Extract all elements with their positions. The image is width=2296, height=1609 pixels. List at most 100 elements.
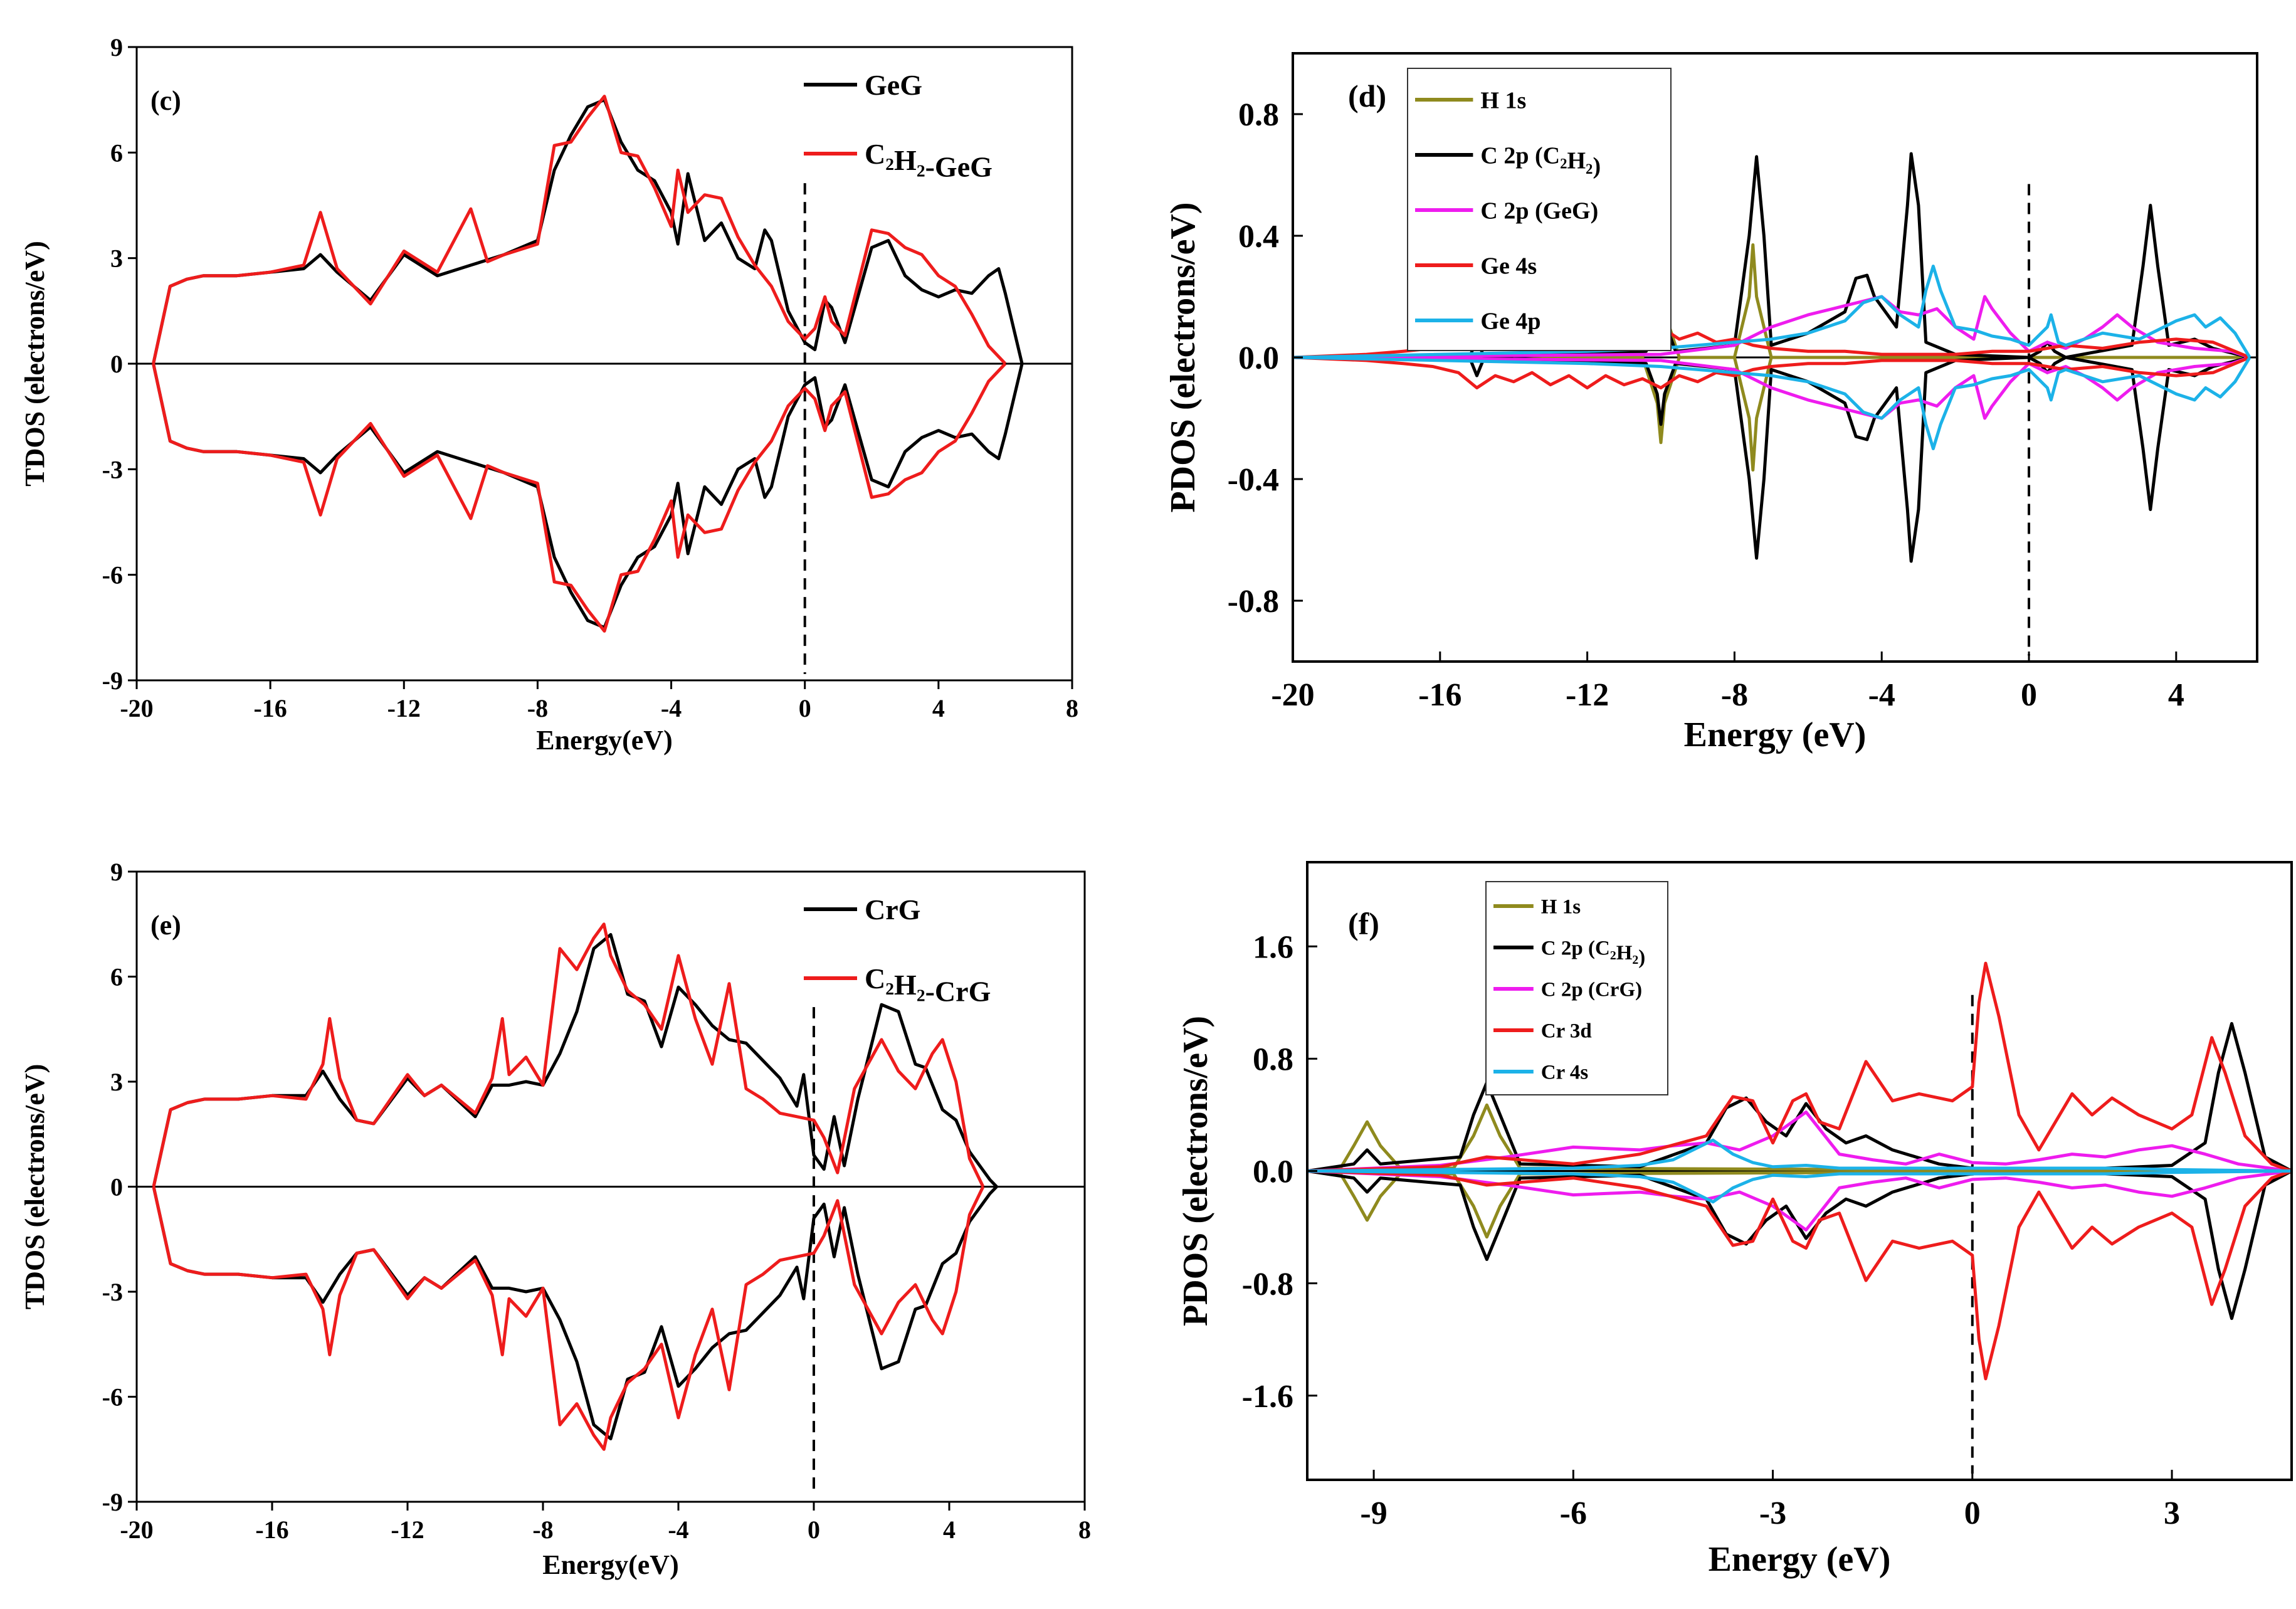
series-c-2p-geg--spin-up [1293, 295, 2251, 359]
panel-d: -20 -16 -12 -8 -4 0 4 -0.8 -0.4 0.0 0.4 0.8 Energy (… [1164, 52, 2258, 754]
x-tick-label: -20 [120, 694, 153, 722]
series-cr-3d-spin-up [1307, 961, 2292, 1173]
series-c-2p-geg--spin-down [1293, 356, 2251, 420]
series-group [1307, 961, 2292, 1381]
x-tick-label: -9 [1360, 1496, 1387, 1531]
x-tick-label: 0 [2021, 677, 2037, 713]
legend-entry-label: GeG [865, 69, 922, 101]
y-tick-label: 0 [110, 1173, 123, 1201]
legend: H 1s C 2p (C2H2) C 2p (GeG) Ge 4s Ge 4p [1407, 68, 1672, 351]
panel-label: (e) [150, 910, 181, 941]
y-tick-label: 0.8 [1238, 97, 1279, 133]
y-tick-label: -3 [102, 455, 123, 483]
y-tick-label: 6 [110, 963, 123, 991]
y-tick-label: 9 [110, 33, 123, 61]
y-tick-label: 0 [110, 350, 123, 378]
y-axis-label: TDOS (electrons/eV) [19, 1064, 50, 1309]
series-c-h-crg-spin-down [152, 1186, 985, 1451]
x-tick-label: 0 [808, 1516, 820, 1544]
panel-label: (d) [1348, 78, 1386, 113]
x-tick-label: 8 [1078, 1516, 1091, 1544]
x-tick-label: -12 [1566, 677, 1609, 713]
x-tick-label: -16 [253, 694, 287, 722]
legend-entry-label: Ge 4p [1480, 308, 1540, 334]
legend-entry-label: Cr 4s [1541, 1062, 1589, 1084]
y-tick-label: 1.6 [1253, 930, 1293, 966]
y-axis-label: TDOS (electrons/eV) [19, 241, 50, 486]
series-crg-spin-down [152, 1185, 998, 1440]
legend-entry-label: H 1s [1541, 896, 1581, 919]
y-tick-label: 0.0 [1253, 1154, 1293, 1190]
x-tick-label: -12 [387, 694, 421, 722]
series-c-h-geg-spin-up [152, 95, 1007, 365]
panel-f: -9 -6 -3 0 3 -1.6 -0.8 0.0 0.8 1.6 Energy (eV) PDOS… [1176, 861, 2293, 1579]
series-ge-4s-spin-down [1293, 356, 2251, 389]
legend-entry-label: Cr 3d [1541, 1020, 1592, 1043]
y-tick-label: -0.8 [1242, 1267, 1293, 1302]
y-tick-label: 0.4 [1238, 219, 1279, 255]
series-group [1293, 152, 2251, 563]
x-tick-label: 4 [932, 694, 945, 722]
legend-entry-label: C2H2-GeG [865, 138, 993, 182]
panel-c: -20 -16 -12 -8 -4 0 4 8 -9 -6 -3 0 3 6 9 Energy(eV) TDOS… [19, 33, 1078, 756]
x-tick-label: -20 [120, 1516, 153, 1544]
series-ge-4p-spin-up [1293, 265, 2251, 359]
x-tick-label: -6 [1560, 1496, 1587, 1531]
x-tick-label: -4 [668, 1516, 688, 1544]
y-tick-label: -6 [102, 561, 123, 589]
legend: H 1s C 2p (C2H2) C 2p (CrG) Cr 3d Cr 4s [1485, 881, 1668, 1095]
x-axis-label: Energy (eV) [1709, 1540, 1891, 1579]
x-tick-label: -4 [661, 694, 682, 722]
x-tick-label: -3 [1759, 1496, 1786, 1531]
series-group [152, 95, 1024, 633]
series-c-2p-c-h--spin-down [1293, 356, 2250, 563]
series-cr-3d-spin-down [1307, 1169, 2292, 1381]
legend-entry-label: C 2p (C2H2) [1541, 937, 1645, 969]
x-tick-label: -16 [255, 1516, 288, 1544]
series-ge-4p-spin-down [1293, 356, 2251, 450]
x-tick-label: -20 [1271, 677, 1314, 713]
x-tick-label: 8 [1066, 694, 1078, 722]
x-axis-label: Energy(eV) [542, 1549, 679, 1580]
x-tick-label: -8 [527, 694, 548, 722]
series-cr-4s-spin-down [1307, 1169, 2292, 1204]
x-tick-label: 3 [2164, 1496, 2180, 1531]
x-tick-label: 4 [2168, 677, 2184, 713]
x-tick-label: -12 [391, 1516, 424, 1544]
y-tick-label: -1.6 [1242, 1379, 1293, 1415]
x-tick-label: -16 [1418, 677, 1461, 713]
legend-entry-label: H 1s [1480, 87, 1526, 113]
y-tick-label: 6 [110, 139, 123, 167]
series-c-h-geg-spin-down [152, 362, 1007, 633]
x-tick-label: 0 [1964, 1496, 1981, 1531]
y-axis-label: PDOS (electrons/eV) [1164, 202, 1203, 512]
y-tick-label: -0.8 [1228, 584, 1279, 620]
legend-entry-label: C 2p (GeG) [1480, 198, 1598, 224]
panel-e: -20 -16 -12 -8 -4 0 4 8 -9 -6 -3 0 3 6 9 Energy(eV) TDOS… [19, 858, 1091, 1580]
series-c-2p-c-h--spin-down [1307, 1169, 2292, 1321]
y-tick-label: -3 [102, 1278, 123, 1306]
x-tick-label: -8 [1721, 677, 1748, 713]
legend-entry-label: Ge 4s [1480, 253, 1537, 279]
legend-entry-label: C2H2-CrG [865, 963, 991, 1007]
series-c-h-crg-spin-up [152, 922, 985, 1188]
series-crg-spin-up [152, 933, 998, 1188]
y-tick-label: 0.8 [1253, 1042, 1293, 1078]
y-tick-label: -9 [102, 667, 123, 695]
legend-entry-label: C 2p (CrG) [1541, 979, 1642, 1001]
series-geg-spin-up [152, 98, 1024, 364]
legend-entry-label: CrG [865, 894, 920, 926]
x-tick-label: 0 [799, 694, 811, 722]
panel-label: (c) [150, 85, 181, 116]
series-c-2p-crg--spin-down [1307, 1169, 2292, 1232]
legend: CrG C2H2-CrG [804, 894, 991, 1007]
x-tick-label: -8 [532, 1516, 553, 1544]
x-tick-label: 4 [943, 1516, 956, 1544]
y-tick-label: 0.0 [1238, 340, 1279, 376]
legend-entry-label: C 2p (C2H2) [1480, 142, 1601, 179]
series-group [152, 922, 998, 1451]
series-h-1s-spin-down [1293, 356, 2250, 472]
y-tick-label: -9 [102, 1488, 123, 1516]
y-axis-label: PDOS (electrons/eV) [1176, 1016, 1215, 1326]
